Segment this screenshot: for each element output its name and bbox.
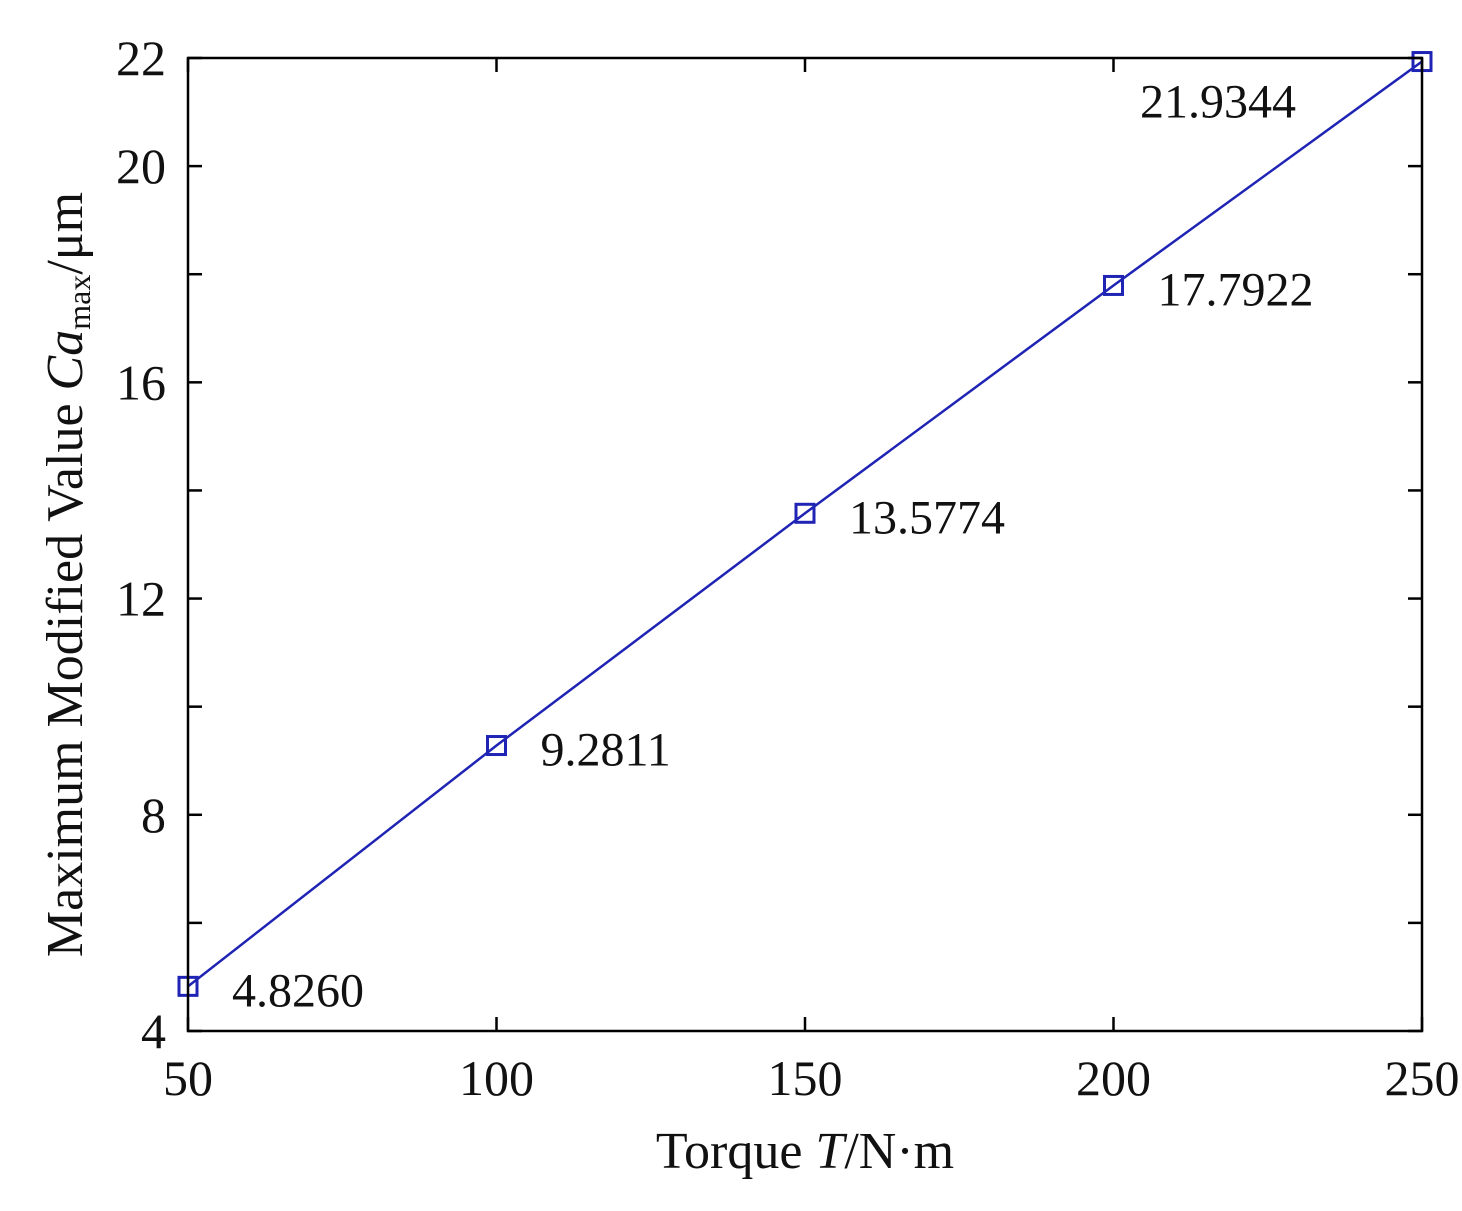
tick-labels: 50 100 150 200 250 4 8 12 16 20 22 <box>116 30 1460 1106</box>
x-tick-label: 250 <box>1385 1050 1460 1106</box>
plot-frame <box>186 56 1424 1033</box>
data-label: 4.8260 <box>232 964 364 1017</box>
y-tick-label: 4 <box>141 1003 166 1059</box>
y-tick-label: 16 <box>116 354 166 410</box>
y-axis-title-prefix: Maximum Modified Value <box>37 390 94 957</box>
data-point-marker <box>486 735 507 757</box>
x-axis-title-suffix: /N·m <box>844 1123 954 1180</box>
x-tick-label: 50 <box>163 1050 213 1106</box>
data-label: 9.2811 <box>541 724 671 777</box>
x-axis-title-prefix: Torque <box>656 1123 816 1180</box>
y-tick-label: 8 <box>141 787 166 843</box>
data-point-marker <box>1103 274 1124 296</box>
data-label: 13.5774 <box>849 491 1005 544</box>
x-tick-label: 150 <box>768 1050 843 1106</box>
data-labels: 4.8260 9.2811 13.5774 17.7922 21.9344 <box>232 76 1314 1018</box>
x-axis-title-symbol: T <box>815 1123 847 1180</box>
y-axis-title-suffix: /μm <box>37 192 94 275</box>
y-axis-title: Maximum Modified Value Camax/μm <box>37 192 97 957</box>
y-tick-label: 20 <box>116 138 166 194</box>
x-axis-title: Torque T/N·m <box>656 1123 954 1180</box>
y-tick-label: 12 <box>116 571 166 627</box>
data-label: 21.9344 <box>1140 76 1296 129</box>
x-tick-label: 200 <box>1076 1050 1151 1106</box>
y-tick-label: 22 <box>116 30 166 86</box>
y-axis-title-symbol: Ca <box>37 330 94 391</box>
y-axis-title-subscript: max <box>61 275 97 330</box>
series <box>177 51 1433 997</box>
series-line <box>187 60 1423 988</box>
data-point-marker <box>794 502 816 524</box>
data-label: 17.7922 <box>1158 263 1314 316</box>
x-tick-label: 100 <box>459 1050 534 1106</box>
ticks <box>186 56 1424 1033</box>
